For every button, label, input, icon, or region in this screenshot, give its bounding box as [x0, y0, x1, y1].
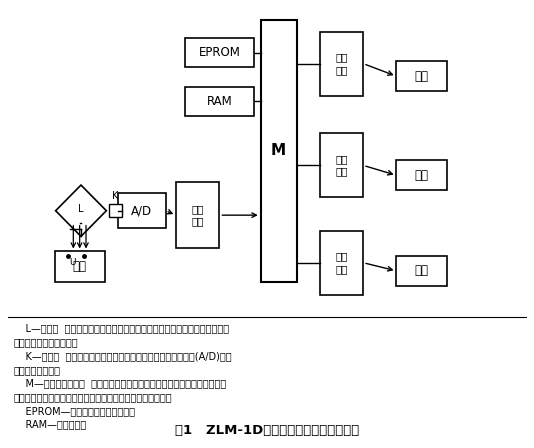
Bar	[320, 231, 363, 295]
Text: A/D: A/D	[131, 204, 152, 217]
Text: 后输送给计算机；: 后输送给计算机；	[13, 365, 60, 375]
Text: L—传感器  其作用是通过安装在其内部的感应元件来完成从非电量（质量）: L—传感器 其作用是通过安装在其内部的感应元件来完成从非电量（质量）	[13, 323, 230, 334]
Text: 输出: 输出	[414, 264, 429, 277]
Text: L: L	[78, 203, 84, 214]
Text: RAM—随机存储器: RAM—随机存储器	[13, 420, 87, 430]
Text: EPROM: EPROM	[199, 46, 240, 59]
Polygon shape	[56, 185, 106, 237]
Text: U: U	[69, 258, 76, 267]
Text: 电源: 电源	[73, 260, 87, 273]
Bar	[54, 251, 105, 281]
Bar	[320, 31, 363, 96]
Text: 图1   ZLM-1D型自动包装机微机控制原理: 图1 ZLM-1D型自动包装机微机控制原理	[175, 424, 359, 437]
Text: 接口
电路: 接口 电路	[192, 204, 204, 226]
Text: K: K	[113, 190, 119, 201]
Bar	[396, 160, 446, 190]
Bar	[261, 21, 296, 281]
Text: M: M	[271, 143, 286, 159]
Text: 显示: 显示	[414, 70, 429, 83]
Text: EPROM—可擦除、可编程存储器；: EPROM—可擦除、可编程存储器；	[13, 406, 135, 416]
Text: M—工业控制计算机  它将接收到的放大信号进行数字化滤波，同时进行数: M—工业控制计算机 它将接收到的放大信号进行数字化滤波，同时进行数	[13, 379, 226, 388]
Text: 据处理，并经显示器显示出质量进而发出各种控制脉冲信号；: 据处理，并经显示器显示出质量进而发出各种控制脉冲信号；	[13, 392, 172, 402]
Text: 到电量（电压）的转换；: 到电量（电压）的转换；	[13, 337, 78, 347]
Text: 接口
电路: 接口 电路	[335, 154, 348, 177]
Bar	[176, 182, 219, 248]
Bar	[109, 204, 122, 217]
Text: 接口
电路: 接口 电路	[335, 52, 348, 75]
Bar	[185, 38, 254, 67]
Bar	[118, 193, 166, 228]
Text: 键盘: 键盘	[414, 169, 429, 182]
Bar	[185, 87, 254, 116]
Bar	[396, 256, 446, 286]
Text: K—变送器  将传感器电流信号变为电压信号输出送给模数转换(A/D)，然: K—变送器 将传感器电流信号变为电压信号输出送给模数转换(A/D)，然	[13, 351, 232, 361]
Text: RAM: RAM	[207, 95, 232, 108]
Text: 接口
电路: 接口 电路	[335, 251, 348, 274]
Bar	[396, 61, 446, 91]
Bar	[320, 134, 363, 198]
